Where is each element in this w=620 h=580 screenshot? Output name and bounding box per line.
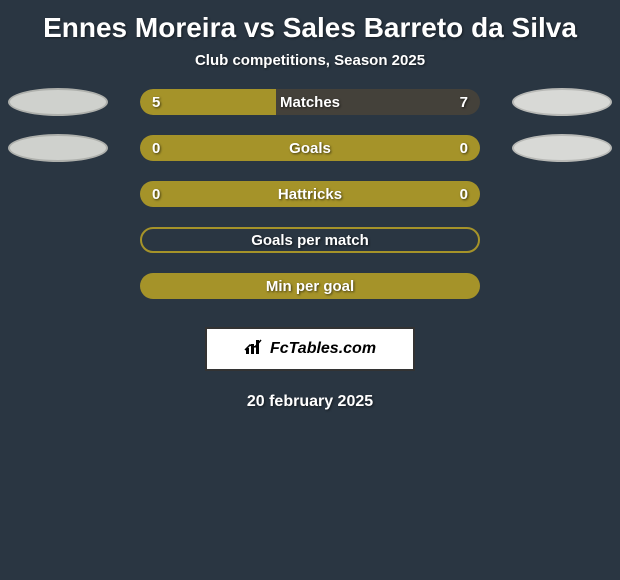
stat-label: Min per goal	[266, 278, 354, 295]
right-player-marker	[512, 134, 612, 162]
bar-fill-left	[140, 89, 276, 115]
left-player-marker	[8, 88, 108, 116]
chart-icon	[244, 338, 266, 361]
compare-row: Goals per match	[0, 227, 620, 253]
stat-label: Hattricks	[278, 186, 342, 203]
compare-row: 0 Hattricks 0	[0, 181, 620, 207]
stat-label: Matches	[280, 94, 340, 111]
bar-track: 0 Goals 0	[140, 135, 480, 161]
page-title: Ennes Moreira vs Sales Barreto da Silva	[0, 0, 620, 52]
bar-track: Goals per match	[140, 227, 480, 253]
right-value: 0	[460, 186, 468, 203]
bar-track: 0 Hattricks 0	[140, 181, 480, 207]
stat-label: Goals per match	[251, 232, 369, 249]
compare-row: 5 Matches 7	[0, 89, 620, 115]
comparison-container: 5 Matches 7 0 Goals 0 0 Hattricks 0 Goals per mat…	[0, 89, 620, 319]
page-subtitle: Club competitions, Season 2025	[0, 52, 620, 69]
right-value: 7	[460, 94, 468, 111]
stat-label: Goals	[289, 140, 331, 157]
left-value: 5	[152, 94, 160, 111]
bar-track: Min per goal	[140, 273, 480, 299]
brand-label: FcTables.com	[270, 340, 376, 358]
left-value: 0	[152, 186, 160, 203]
left-value: 0	[152, 140, 160, 157]
compare-row: 0 Goals 0	[0, 135, 620, 161]
right-value: 0	[460, 140, 468, 157]
date-label: 20 february 2025	[0, 393, 620, 411]
left-player-marker	[8, 134, 108, 162]
compare-row: Min per goal	[0, 273, 620, 299]
bar-track: 5 Matches 7	[140, 89, 480, 115]
right-player-marker	[512, 88, 612, 116]
brand-box: FcTables.com	[205, 327, 415, 371]
